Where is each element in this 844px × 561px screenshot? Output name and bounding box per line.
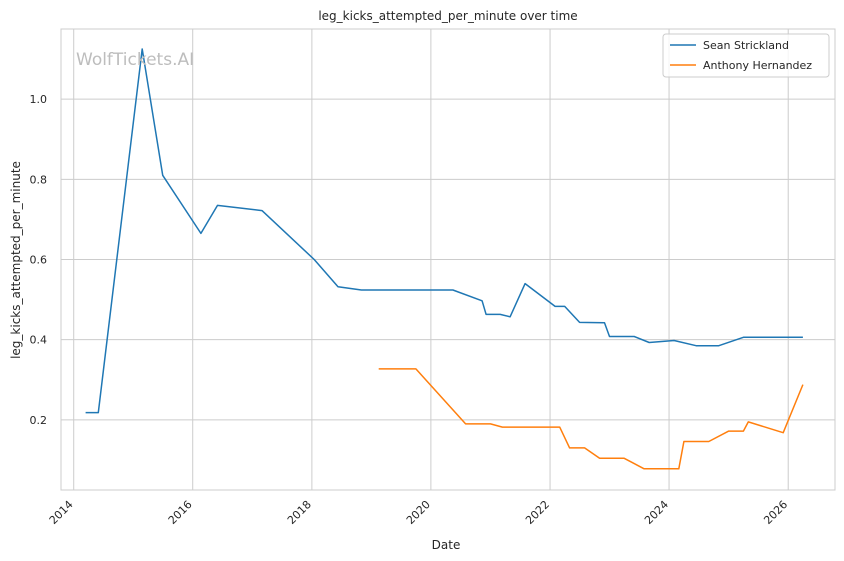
series-line-sean-strickland: [85, 48, 803, 414]
y-axis-ticks: 0.2 0.4 0.6 0.8 1.0: [30, 93, 48, 427]
x-tick-label: 2014: [47, 498, 76, 527]
legend: Sean Strickland Anthony Hernandez: [662, 33, 830, 78]
x-tick-label: 2024: [642, 498, 671, 527]
y-tick-label: 0.6: [30, 254, 48, 267]
x-axis-ticks: 2014 2016 2018 2020 2022 2024 2026: [47, 498, 790, 527]
x-tick-label: 2018: [285, 498, 314, 527]
x-tick-label: 2016: [166, 498, 195, 527]
legend-entry: Sean Strickland: [703, 39, 789, 52]
y-axis-label: leg_kicks_attempted_per_minute: [9, 161, 23, 359]
x-tick-label: 2026: [761, 498, 790, 527]
y-tick-label: 0.4: [30, 334, 48, 347]
grid: [61, 29, 835, 490]
y-tick-label: 0.8: [30, 173, 48, 186]
watermark: WolfTickets.AI: [76, 50, 194, 70]
series-line-anthony-hernandez: [378, 368, 804, 470]
chart-title: leg_kicks_attempted_per_minute over time: [318, 9, 577, 23]
y-tick-label: 0.2: [30, 414, 48, 427]
x-tick-label: 2022: [523, 498, 552, 527]
legend-box: [662, 33, 830, 78]
x-tick-label: 2020: [404, 498, 433, 527]
series-layer: [85, 48, 804, 470]
legend-entry: Anthony Hernandez: [703, 59, 812, 72]
y-tick-label: 1.0: [30, 93, 48, 106]
x-axis-label: Date: [432, 538, 461, 552]
plot-area: [60, 28, 836, 491]
